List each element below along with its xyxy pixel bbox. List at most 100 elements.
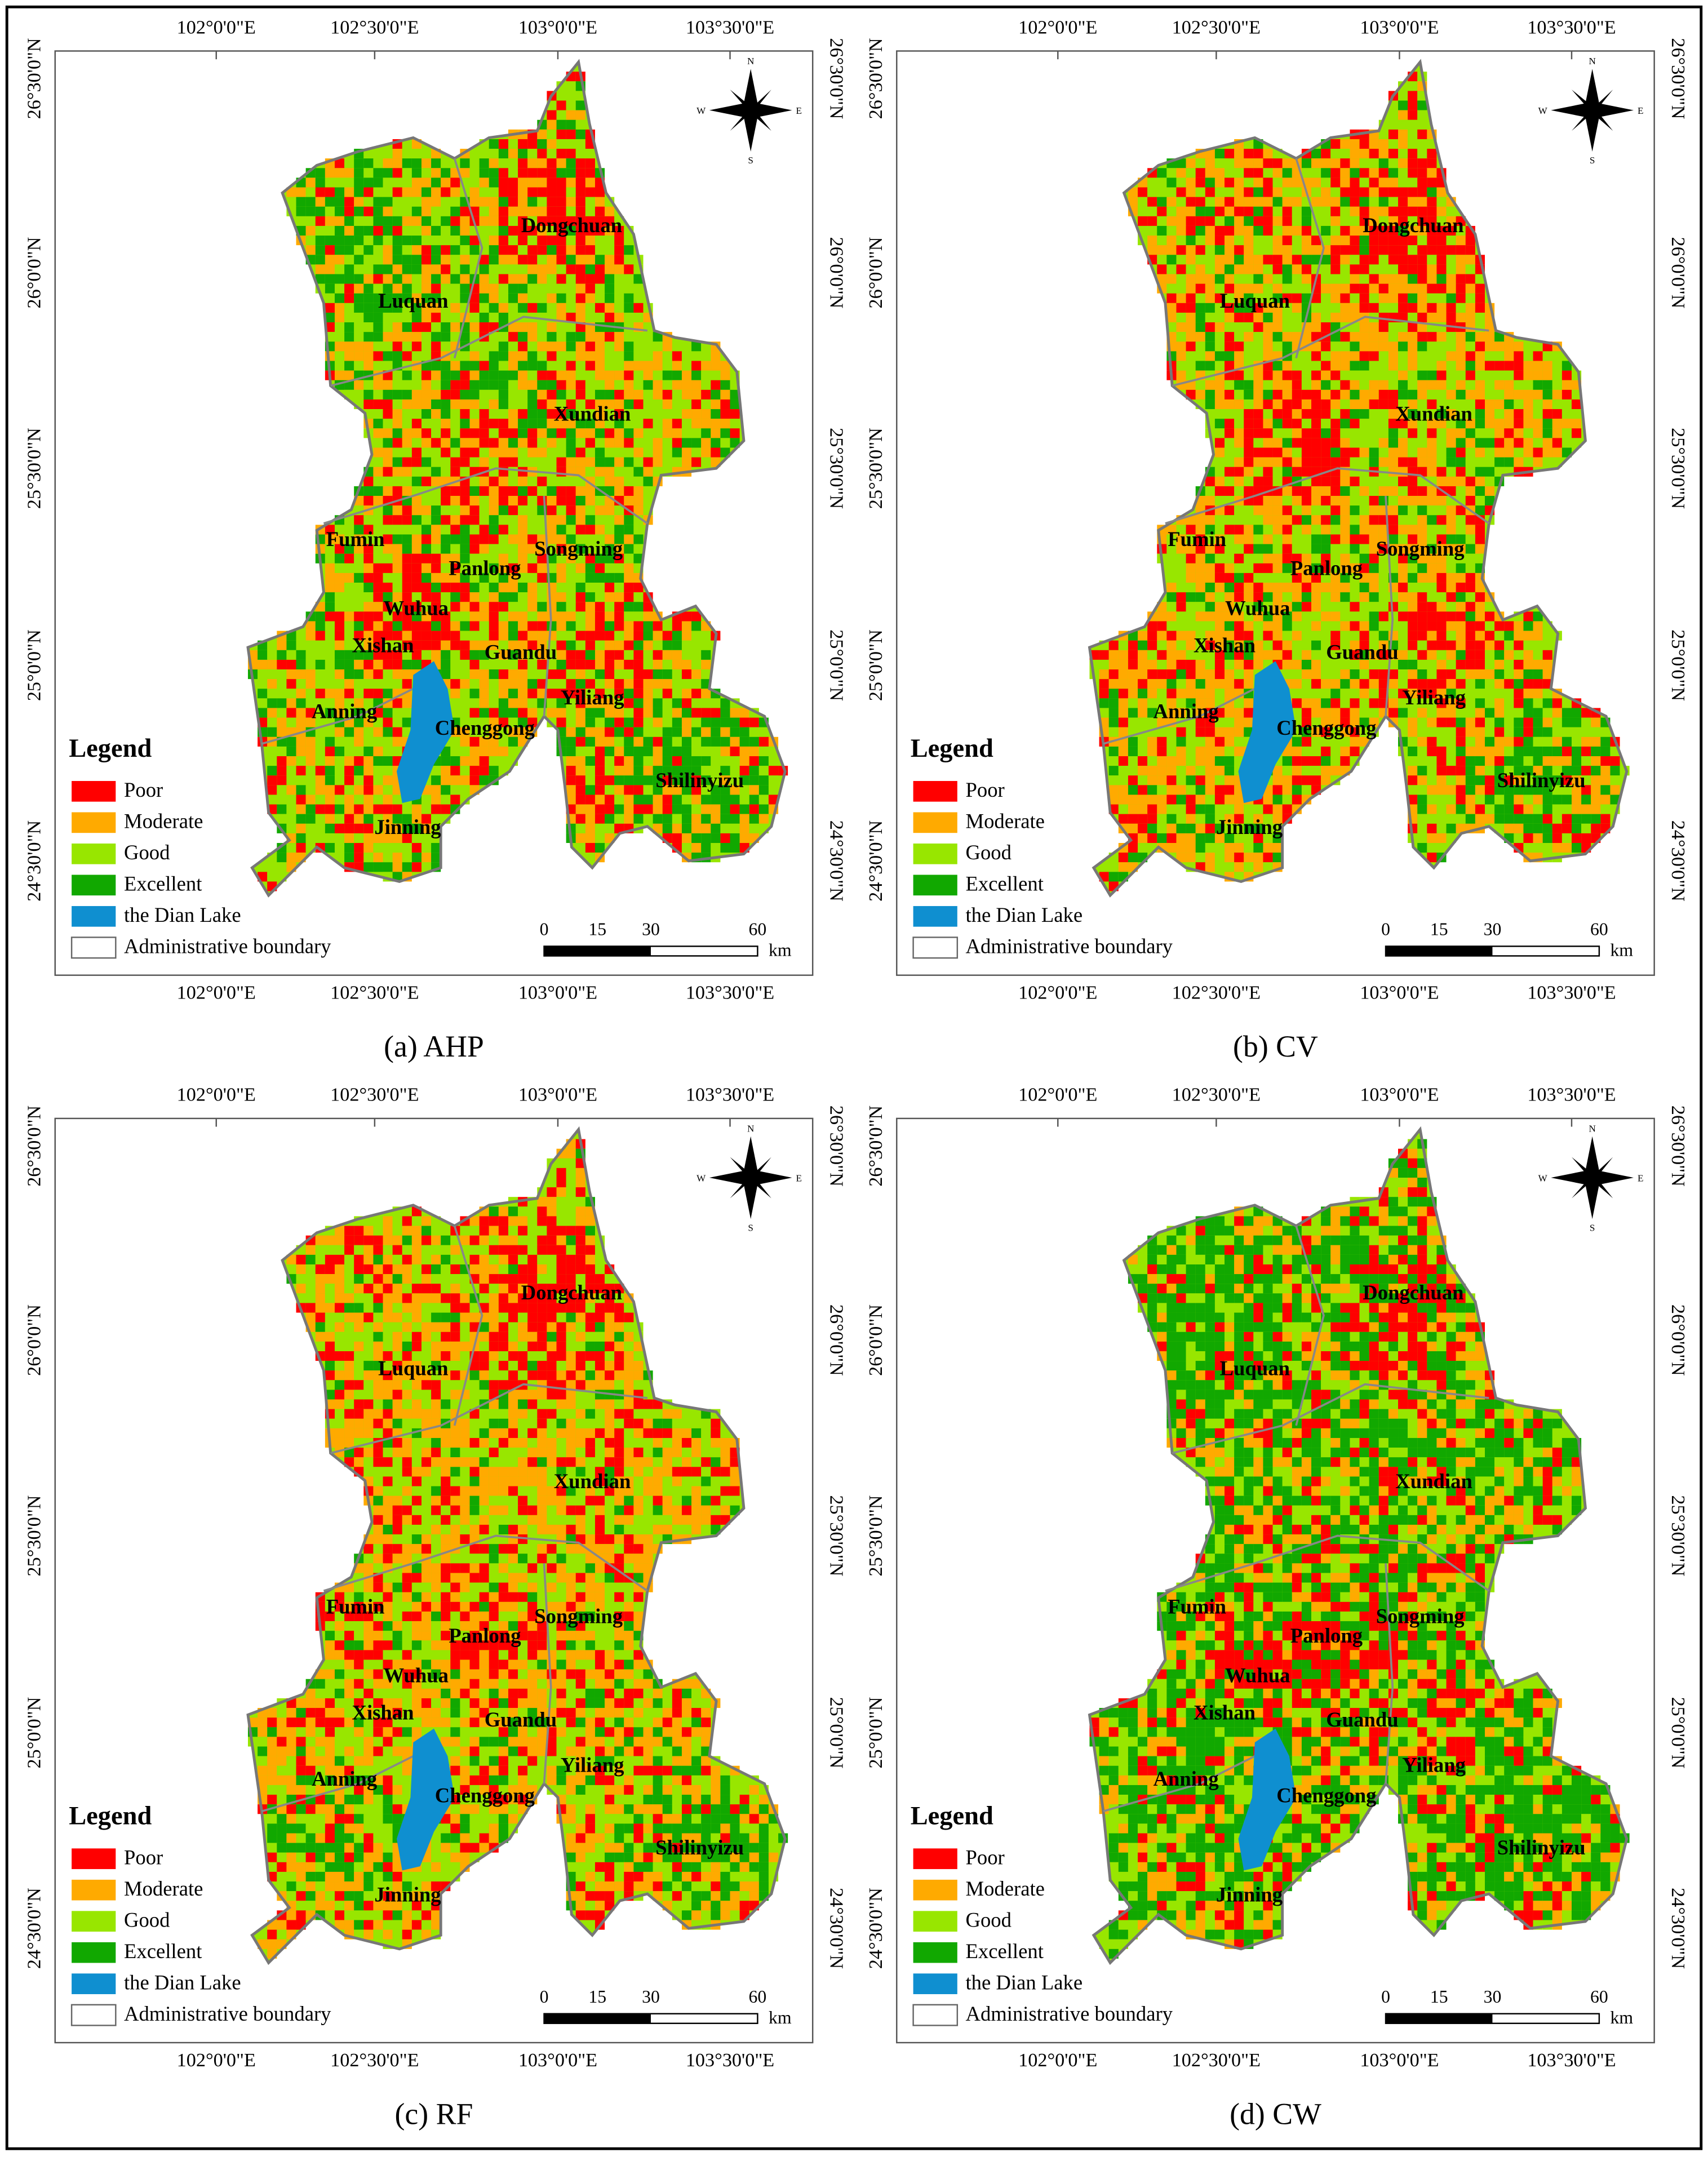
grade-cell [373, 843, 383, 853]
grade-cell [1272, 476, 1283, 486]
grade-cell [450, 698, 460, 708]
grade-cell [460, 746, 470, 757]
grade-cell [1301, 409, 1312, 419]
grade-cell [1340, 293, 1350, 303]
grade-cell [469, 428, 480, 438]
grade-cell [575, 804, 585, 814]
grade-cell [1427, 341, 1437, 352]
grade-cell [277, 814, 287, 824]
grade-cell [1253, 467, 1263, 477]
grade-cell [498, 139, 508, 149]
grade-cell [1378, 438, 1388, 448]
grade-cell [1417, 197, 1427, 207]
grade-cell [498, 583, 508, 593]
grade-cell [1436, 370, 1447, 380]
grade-cell [498, 236, 508, 246]
grade-cell [1398, 177, 1408, 188]
grade-cell [450, 293, 460, 303]
grade-cell [556, 525, 566, 535]
grade-cell [325, 611, 335, 622]
grade-cell [1350, 447, 1360, 458]
grade-cell [1225, 341, 1235, 352]
grade-cell [681, 833, 692, 844]
grade-cell [1485, 669, 1495, 680]
grade-cell [662, 438, 672, 448]
grade-cell [1417, 119, 1427, 130]
grade-cell [1446, 380, 1456, 390]
grade-cell [1234, 245, 1244, 255]
grade-cell [1465, 544, 1475, 554]
grade-cell [267, 698, 277, 708]
grade-cell [566, 264, 576, 274]
grade-cell [479, 409, 489, 419]
grade-cell [585, 341, 595, 352]
grade-cell [1436, 602, 1447, 612]
grade-cell [1244, 486, 1254, 496]
grade-cell [267, 689, 277, 699]
grade-cell [605, 370, 615, 380]
grade-cell [566, 139, 576, 149]
grade-cell [383, 756, 393, 766]
grade-cell [1485, 659, 1495, 670]
grade-cell [566, 659, 576, 670]
grade-cell [1321, 264, 1331, 274]
grade-cell [1369, 303, 1379, 313]
grade-cell [508, 293, 518, 303]
grade-cell [402, 717, 412, 727]
grade-cell [286, 746, 296, 757]
grade-cell [1436, 611, 1447, 622]
grade-cell [315, 833, 325, 844]
grade-cell [450, 438, 460, 448]
grade-cell [489, 457, 499, 467]
grade-cell [1214, 255, 1225, 265]
grade-cell [1244, 621, 1254, 631]
grade-cell [1494, 399, 1505, 410]
grade-cell [363, 563, 374, 573]
grade-cell [498, 457, 508, 467]
grade-cell [450, 534, 460, 544]
grade-cell [431, 399, 441, 410]
grade-cell [1427, 640, 1437, 650]
grade-cell [566, 361, 576, 371]
grade-cell [1446, 611, 1456, 622]
grade-cell [392, 158, 402, 168]
grade-cell [575, 631, 585, 641]
grade-cell [1417, 351, 1427, 361]
grade-cell [1533, 650, 1543, 660]
grade-cell [575, 621, 585, 631]
grade-cell [1369, 611, 1379, 622]
grade-cell [1408, 447, 1418, 458]
grade-cell [508, 149, 518, 159]
grade-cell [373, 206, 383, 216]
grade-cell [527, 689, 538, 699]
grade-cell [373, 563, 383, 573]
grade-cell [1427, 496, 1437, 506]
grade-cell [363, 621, 374, 631]
grade-cell [392, 486, 402, 496]
grade-cell [315, 206, 325, 216]
grade-cell [334, 245, 345, 255]
grade-cell [518, 544, 528, 554]
grade-cell [527, 438, 538, 448]
legend-label: Poor [124, 778, 163, 801]
grade-cell [325, 255, 335, 265]
grade-cell [354, 775, 364, 785]
grade-cell [1388, 177, 1399, 188]
grade-cell [498, 283, 508, 294]
grade-cell [1195, 225, 1205, 236]
grade-cell [1166, 553, 1177, 563]
grade-cell [1253, 197, 1263, 207]
grade-cell [1263, 563, 1273, 573]
grade-cell [1321, 312, 1331, 323]
grade-cell [681, 727, 692, 737]
grade-cell [633, 303, 644, 313]
grade-cell [537, 361, 547, 371]
grade-cell [537, 236, 547, 246]
grade-cell [373, 611, 383, 622]
grade-cell [585, 611, 595, 622]
grade-cell [1225, 236, 1235, 246]
compass-w: W [696, 105, 706, 116]
grade-cell [479, 168, 489, 178]
grade-cell [489, 216, 499, 226]
grade-cell [508, 476, 518, 486]
